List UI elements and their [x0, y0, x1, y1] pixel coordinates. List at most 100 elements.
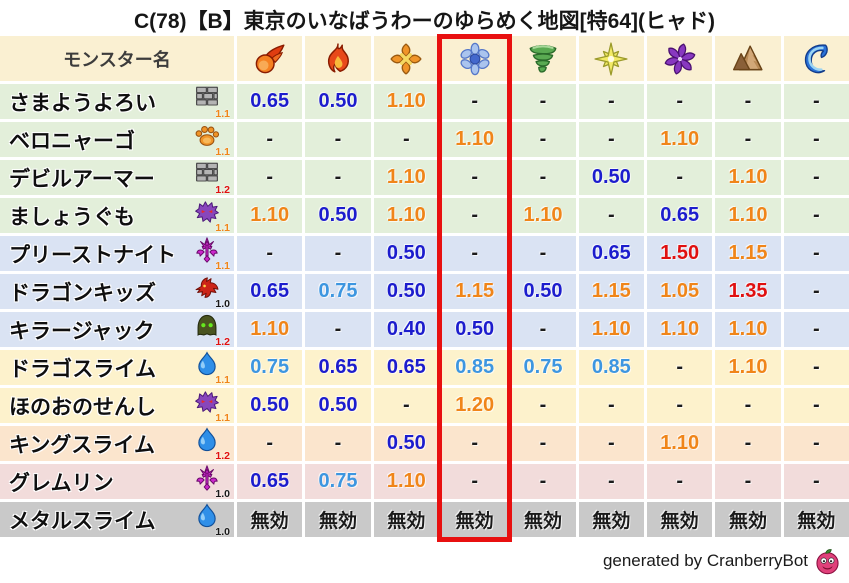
resistance-value: 0.40 [386, 318, 426, 340]
column-header-flame-icon [305, 36, 371, 81]
resistance-value-cell: 1.15 [715, 236, 781, 271]
resistance-value: - [266, 166, 273, 188]
resistance-value-cell: - [578, 464, 644, 499]
family-badge: 1.2 [192, 313, 230, 348]
resistance-value: 1.20 [455, 394, 495, 416]
resistance-value: 0.50 [386, 280, 426, 302]
resistance-value: - [266, 242, 273, 264]
monster-name: キラージャック [9, 319, 155, 343]
resistance-value: 1.10 [660, 318, 700, 340]
family-badge: 1.1 [192, 389, 230, 424]
family-badge: 1.1 [192, 85, 230, 120]
monster-name-cell: ベロニャーゴ 1.1 [0, 122, 234, 158]
resistance-value: - [471, 90, 478, 112]
resistance-value: - [607, 90, 615, 112]
resistance-value-cell: - [647, 350, 713, 385]
flame-icon [321, 42, 355, 76]
resistance-value: 0.50 [386, 432, 426, 454]
resistance-value-cell: 1.10 [715, 160, 781, 195]
resistance-value: 1.10 [728, 204, 768, 226]
monster-name: キングスライム [9, 433, 155, 457]
resistance-value: - [471, 470, 478, 492]
resistance-value-cell: 0.65 [237, 274, 303, 309]
column-header-spark-icon [578, 36, 644, 81]
resistance-value-cell: - [510, 426, 576, 461]
resistance-value: 0.75 [250, 356, 290, 378]
resistance-value-cell: 0.50 [373, 274, 439, 309]
resistance-value-cell: - [783, 122, 849, 157]
resistance-value-cell: 0.50 [305, 198, 371, 233]
resistance-value: - [334, 242, 342, 264]
resistance-value: 無効 [455, 511, 494, 532]
resistance-value-cell: 0.50 [442, 312, 508, 347]
resistance-value: - [334, 128, 342, 150]
resistance-value-cell: 0.75 [510, 350, 576, 385]
resistance-value-cell: 0.85 [442, 350, 508, 385]
resistance-value-cell: 0.65 [373, 350, 439, 385]
resistance-value-cell: - [442, 426, 508, 461]
resistance-value-cell: - [510, 84, 576, 119]
pinwheel-icon [663, 42, 697, 76]
resistance-value-cell: 1.10 [373, 84, 439, 119]
family-multiplier: 1.0 [215, 298, 230, 310]
resistance-value: 1.10 [728, 166, 768, 188]
resistance-value-cell: - [578, 122, 644, 157]
resistance-value-cell: 1.10 [715, 350, 781, 385]
resistance-value: 1.10 [728, 356, 768, 378]
resistance-value-cell: 1.10 [578, 312, 644, 347]
resistance-value-cell: - [237, 122, 303, 157]
resistance-value-cell: - [647, 84, 713, 119]
resistance-value-cell: - [442, 198, 508, 233]
resistance-value-cell: 1.10 [373, 464, 439, 499]
resistance-value-cell: 0.40 [373, 312, 439, 347]
resistance-value: 0.65 [386, 356, 426, 378]
family-badge: 1.0 [192, 465, 230, 500]
resistance-value-cell: - [305, 160, 371, 195]
family-multiplier: 1.1 [215, 108, 230, 120]
resistance-value: 無効 [250, 511, 289, 532]
resistance-value-cell: - [442, 160, 508, 195]
resistance-value-cell: 0.75 [305, 464, 371, 499]
resistance-value-cell: 0.50 [237, 388, 303, 423]
column-header-pinwheel-icon [647, 36, 713, 81]
resistance-value: - [539, 242, 547, 264]
monster-name-cell: グレムリン 1.0 [0, 464, 234, 500]
resistance-value-cell: - [442, 464, 508, 499]
resistance-value-cell: - [510, 236, 576, 271]
resistance-value-cell: - [442, 84, 508, 119]
monster-name: ましょうぐも [9, 205, 135, 229]
resistance-value-cell: 1.10 [237, 312, 303, 347]
monster-name-cell: ドラゴンキッズ 1.0 [0, 274, 234, 310]
resistance-value: - [539, 128, 547, 150]
resistance-value-cell: - [783, 198, 849, 233]
resistance-value-cell: 無効 [510, 502, 576, 537]
resistance-value-cell: - [578, 426, 644, 461]
family-badge: 1.0 [192, 275, 230, 310]
resistance-value: - [812, 166, 820, 188]
resistance-value: 1.50 [660, 242, 700, 264]
resistance-value: 1.10 [523, 204, 563, 226]
family-badge: 1.1 [192, 351, 230, 386]
monster-name: ドラゴスライム [9, 357, 156, 381]
resistance-value-cell: - [783, 84, 849, 119]
resistance-value-cell: - [510, 160, 576, 195]
resistance-value: 1.15 [591, 280, 631, 302]
resistance-value: - [812, 356, 820, 378]
resistance-value-cell: 無効 [373, 502, 439, 537]
resistance-value: - [744, 394, 752, 416]
resistance-value-cell: - [715, 388, 781, 423]
resistance-value: - [266, 128, 273, 150]
resistance-value: - [471, 204, 478, 226]
resistance-value: 1.10 [591, 318, 631, 340]
resistance-value-cell: - [647, 388, 713, 423]
resistance-value: 0.85 [591, 356, 631, 378]
resistance-value: 無効 [318, 511, 357, 532]
resistance-value-cell: - [715, 84, 781, 119]
column-header-mountain-icon [715, 36, 781, 81]
resistance-value: 0.65 [660, 204, 700, 226]
family-multiplier: 1.1 [215, 412, 230, 424]
resistance-value: - [676, 470, 683, 492]
resistance-value: - [812, 318, 820, 340]
resistance-value: 0.65 [250, 470, 290, 492]
resistance-value-cell: 1.15 [578, 274, 644, 309]
